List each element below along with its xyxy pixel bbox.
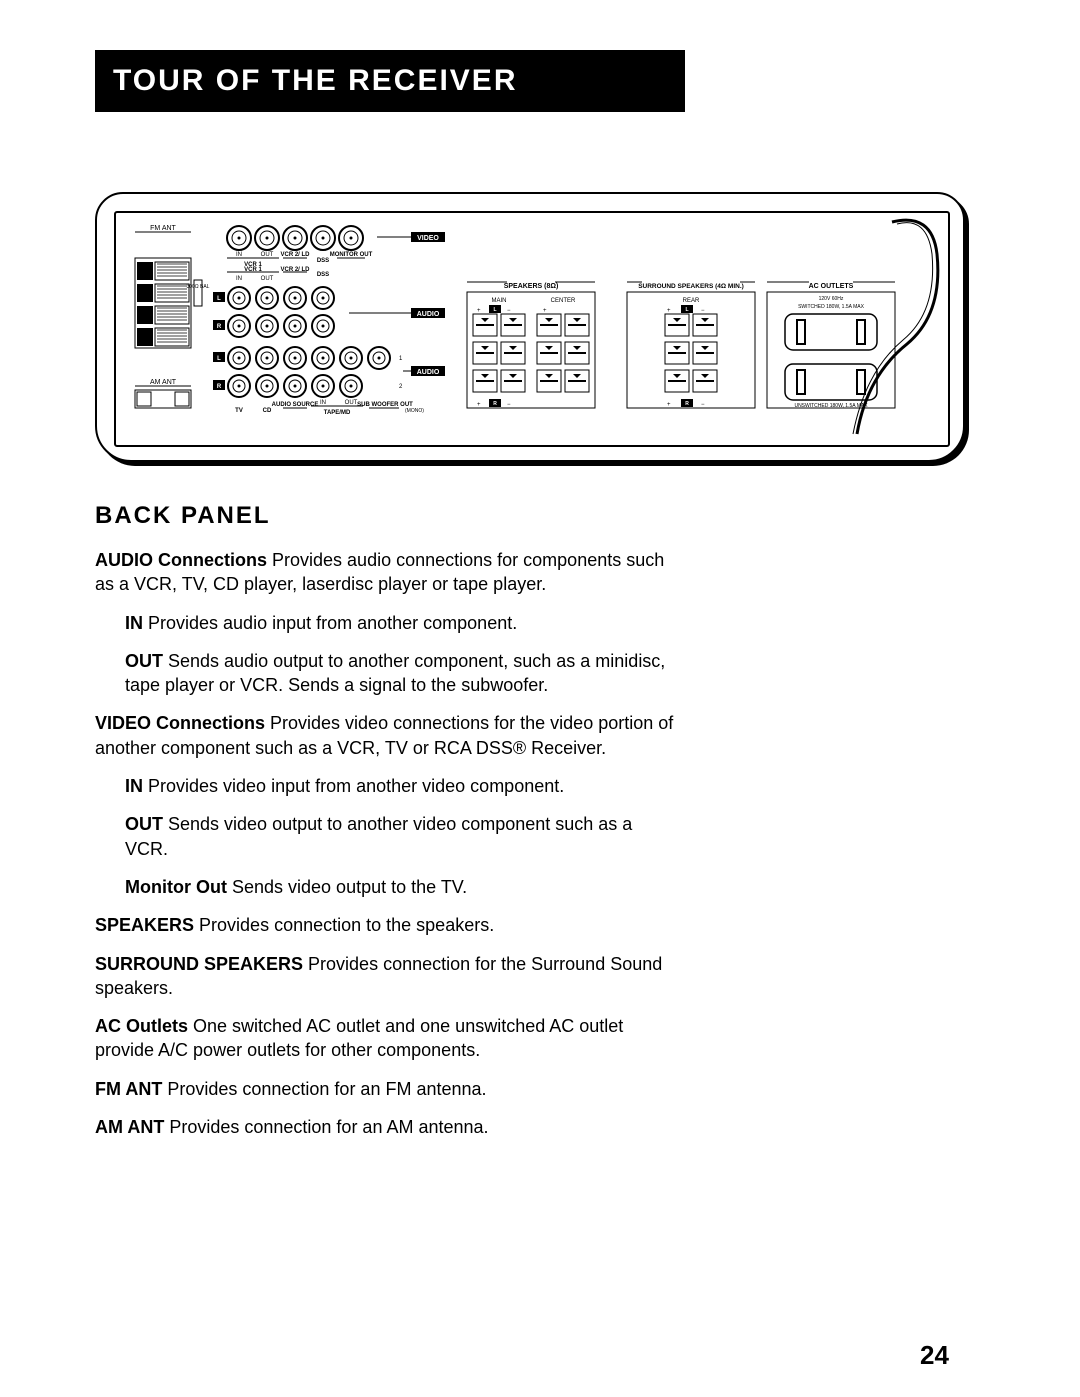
svg-text:AC OUTLETS: AC OUTLETS [809,283,854,290]
svg-text:R: R [685,401,689,407]
svg-text:MONITOR OUT: MONITOR OUT [330,252,373,258]
p-video-out: OUT Sends video output to another video … [125,812,675,861]
p-surround: SURROUND SPEAKERS Provides connection fo… [95,952,675,1001]
svg-text:L: L [493,307,496,313]
svg-text:AUDIO SOURCE: AUDIO SOURCE [272,402,319,408]
svg-text:IN: IN [236,252,242,258]
label-out-2: OUT [125,814,163,834]
text-video-out: Sends video output to another video comp… [125,814,632,858]
svg-text:VCR 2/ LD: VCR 2/ LD [280,252,310,258]
svg-text:+: + [477,308,481,314]
svg-text:IN: IN [320,400,326,406]
svg-text:TV: TV [235,408,243,414]
svg-text:AM ANT: AM ANT [150,379,177,386]
svg-text:MAIN: MAIN [492,298,507,304]
svg-text:R: R [493,401,497,407]
label-surround: SURROUND SPEAKERS [95,954,303,974]
svg-text:+: + [543,308,547,314]
label-monitor-out: Monitor Out [125,877,227,897]
svg-text:VIDEO: VIDEO [417,235,439,242]
svg-text:OUT: OUT [261,252,274,258]
svg-text:AUDIO: AUDIO [417,369,440,376]
p-audio-conn: AUDIO Connections Provides audio connect… [95,548,675,597]
p-monitor-out: Monitor Out Sends video output to the TV… [125,875,675,899]
p-video-conn: VIDEO Connections Provides video connect… [95,711,675,760]
p-video-in: IN Provides video input from another vid… [125,774,675,798]
svg-text:FM ANT: FM ANT [150,225,176,232]
svg-text:R: R [217,324,222,330]
p-fmant: FM ANT Provides connection for an FM ant… [95,1077,675,1101]
text-fmant: Provides connection for an FM antenna. [162,1079,486,1099]
am-ant-block: AM ANT [135,379,191,408]
label-amant: AM ANT [95,1117,164,1137]
audio-upper: L R IN OUT VCR 1 [213,267,445,337]
svg-text:DSS: DSS [317,272,329,278]
svg-text:L: L [685,307,688,313]
label-speakers: SPEAKERS [95,915,194,935]
label-video-conn: VIDEO Connections [95,713,265,733]
svg-text:REAR: REAR [683,298,700,304]
text-video-in: Provides video input from another video … [143,776,564,796]
svg-text:TAPE/MD: TAPE/MD [324,410,351,416]
svg-text:CD: CD [263,408,272,414]
label-audio-conn: AUDIO Connections [95,550,267,570]
p-ac: AC Outlets One switched AC outlet and on… [95,1014,675,1063]
text-audio-out: Sends audio output to another component,… [125,651,665,695]
svg-text:L: L [217,356,221,362]
svg-text:OUT: OUT [345,400,358,406]
svg-text:UNSWITCHED 180W, 1.5A MAX: UNSWITCHED 180W, 1.5A MAX [794,403,868,409]
svg-text:OUT: OUT [261,276,274,282]
svg-text:L: L [217,296,221,302]
p-amant: AM ANT Provides connection for an AM ant… [95,1115,675,1139]
svg-text:CENTER: CENTER [551,298,576,304]
label-out: OUT [125,651,163,671]
svg-text:DSS: DSS [317,258,329,264]
svg-text:(MONO): (MONO) [405,408,424,414]
text-amant: Provides connection for an AM antenna. [164,1117,488,1137]
svg-text:−: − [701,402,705,408]
svg-text:+: + [667,308,671,314]
page-number: 24 [920,1340,949,1371]
page-heading: TOUR OF THE RECEIVER [95,50,685,112]
svg-text:1: 1 [399,356,403,362]
text-audio-in: Provides audio input from another compon… [143,613,517,633]
p-audio-out: OUT Sends audio output to another compon… [125,649,675,698]
text-speakers: Provides connection to the speakers. [194,915,494,935]
svg-text:+: + [477,402,481,408]
svg-text:SURROUND SPEAKERS (4Ω MIN.): SURROUND SPEAKERS (4Ω MIN.) [638,283,744,290]
body-text: AUDIO Connections Provides audio connect… [95,548,675,1139]
svg-text:R: R [217,384,222,390]
ac-outlets-block: AC OUTLETS 120V 60Hz SWITCHED 180W, 1.5A… [767,282,895,409]
svg-text:IN: IN [236,276,242,282]
speakers-block: SPEAKERS (8Ω) MAIN CENTER [467,282,595,408]
page: TOUR OF THE RECEIVER FM ANT [95,50,985,1153]
svg-text:300Ω BAL: 300Ω BAL [187,284,210,290]
svg-text:VCR 2/ LD: VCR 2/ LD [280,267,310,273]
back-panel-diagram: FM ANT [95,192,965,462]
svg-text:VCR 1: VCR 1 [244,267,262,273]
label-fmant: FM ANT [95,1079,162,1099]
p-speakers: SPEAKERS Provides connection to the spea… [95,913,675,937]
fm-ant-block: FM ANT [135,225,210,348]
surround-speakers-block: SURROUND SPEAKERS (4Ω MIN.) REAR + L − [627,282,755,408]
label-in: IN [125,613,143,633]
text-monitor-out: Sends video output to the TV. [227,877,467,897]
svg-text:2: 2 [399,384,403,390]
svg-text:−: − [507,308,511,314]
video-row: VIDEO IN OUT VCR 1 VCR 2/ LD DSS MONITOR… [227,226,445,268]
section-title: BACK PANEL [95,502,985,530]
audio-lower: L R 1 [213,347,445,416]
svg-text:+: + [667,402,671,408]
svg-text:SPEAKERS (8Ω): SPEAKERS (8Ω) [504,283,559,290]
label-in-2: IN [125,776,143,796]
p-audio-in: IN Provides audio input from another com… [125,611,675,635]
svg-text:120V 60Hz: 120V 60Hz [819,296,844,302]
svg-text:−: − [507,402,511,408]
svg-text:−: − [701,308,705,314]
label-ac: AC Outlets [95,1016,188,1036]
svg-text:SWITCHED 180W, 1.5A MAX: SWITCHED 180W, 1.5A MAX [798,304,865,310]
svg-text:AUDIO: AUDIO [417,311,440,318]
